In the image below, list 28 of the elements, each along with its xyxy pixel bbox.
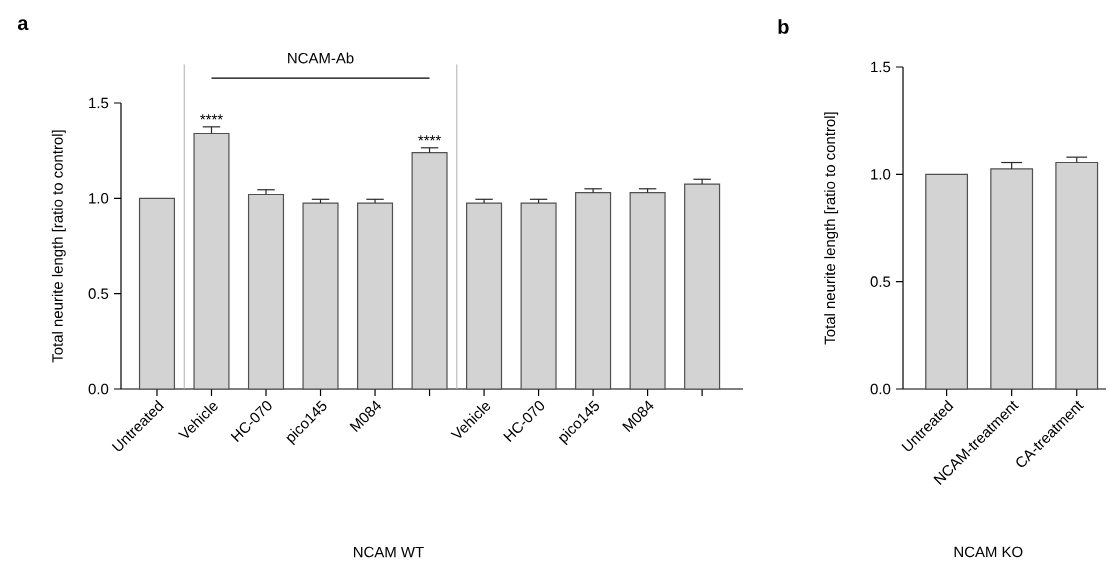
bar	[411, 151, 448, 390]
y-tick-label: 1.5	[89, 97, 109, 109]
x-axis-title: NCAM KO	[954, 546, 1023, 558]
chart-title: a	[17, 19, 29, 31]
y-tick-label: 1.5	[871, 61, 891, 73]
y-tick-label: 1.0	[89, 193, 109, 204]
bar	[629, 192, 666, 390]
y-tick-label: 0.5	[88, 288, 109, 299]
y-tick-label: 0.0	[870, 383, 891, 395]
y-tick-label: 0.5	[870, 276, 891, 287]
y-tick-label: 1.0	[871, 169, 891, 180]
chart-title: b	[778, 19, 789, 34]
y-axis-title: Total neurite length [ratio to control]	[51, 130, 66, 363]
bar	[575, 192, 612, 390]
bar	[138, 197, 176, 390]
bar	[466, 202, 503, 390]
y-axis-title: Total neurite length [ratio to control]	[824, 112, 839, 345]
bar	[193, 132, 230, 390]
data-label: ****	[200, 114, 223, 120]
bar	[302, 202, 339, 390]
y-tick-label: 0.0	[88, 383, 109, 395]
bar	[356, 202, 394, 390]
bar	[684, 183, 721, 390]
bar	[520, 202, 557, 390]
text: NCAM-Ab	[288, 52, 354, 64]
x-axis-title: NCAM WT	[353, 546, 424, 558]
bar	[247, 193, 285, 390]
data-label: ****	[418, 135, 441, 141]
